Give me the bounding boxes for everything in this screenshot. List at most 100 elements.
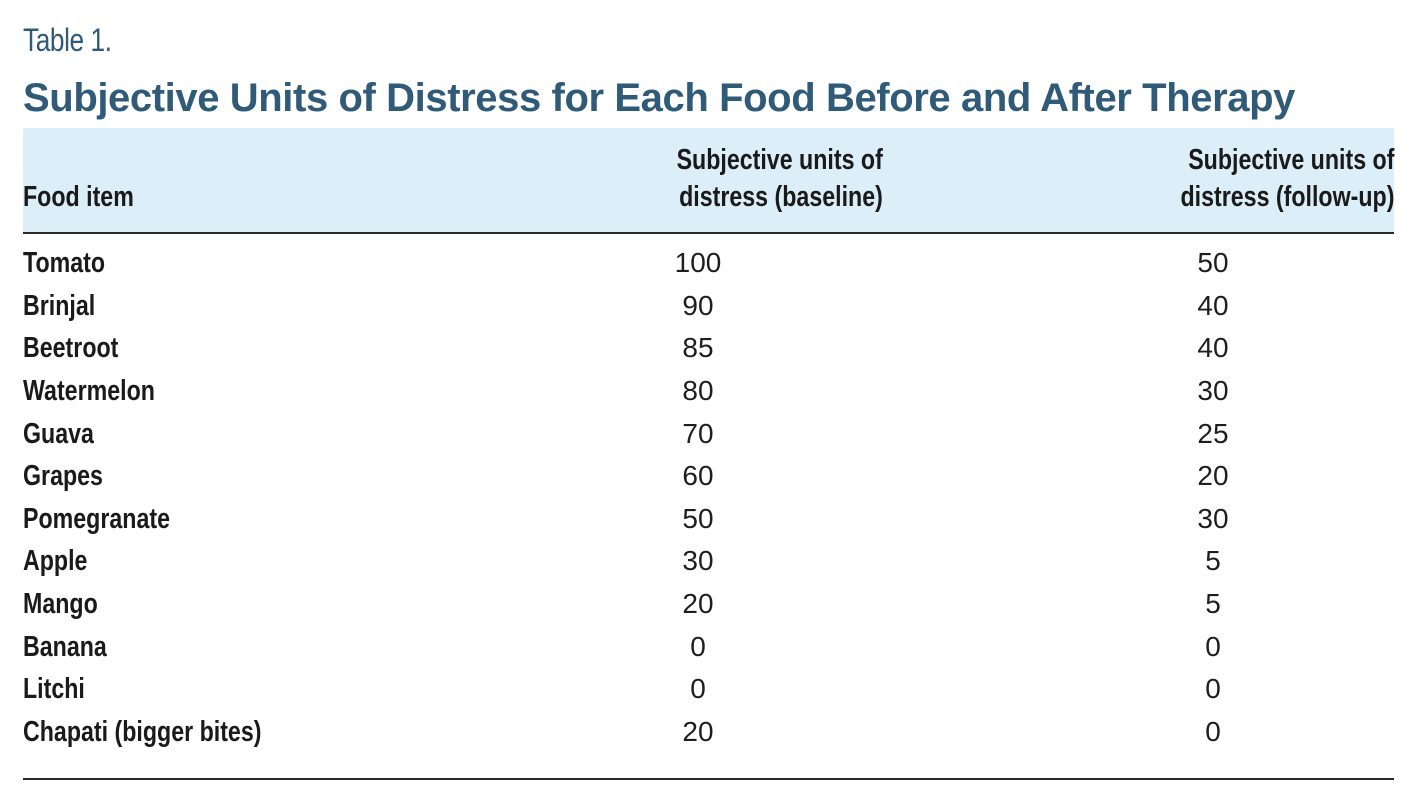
baseline-value: 20 (682, 588, 714, 620)
cell-followup: 30 (883, 498, 1394, 541)
cell-food-item: Guava (23, 412, 583, 455)
table-row: Banana 0 0 (23, 625, 1394, 668)
table-body: Tomato 100 50 Brinjal 90 40 Beetroot 85 40 Waterm… (23, 233, 1394, 753)
baseline-value: 60 (682, 460, 714, 492)
cell-followup: 5 (883, 583, 1394, 626)
cell-food-item: Apple (23, 540, 583, 583)
cell-food-item: Pomegranate (23, 498, 583, 541)
header-baseline: Subjective units of distress (baseline) (583, 128, 883, 234)
baseline-value: 30 (682, 545, 714, 577)
followup-value: 5 (1205, 545, 1221, 577)
cell-baseline: 0 (583, 668, 883, 711)
table-row: Grapes 60 20 (23, 455, 1394, 498)
followup-value: 50 (1197, 247, 1229, 279)
followup-value: 30 (1197, 502, 1229, 534)
distress-table: Food item Subjective units of distress (… (23, 128, 1394, 753)
baseline-value: 90 (682, 289, 714, 321)
followup-value: 40 (1197, 332, 1229, 364)
table-label: Table 1. (23, 22, 112, 58)
cell-food-item: Mango (23, 583, 583, 626)
header-baseline-line-1: Subjective units of (676, 144, 883, 176)
followup-value: 0 (1205, 715, 1221, 747)
table-row: Tomato 100 50 (23, 233, 1394, 285)
food-item-name: Brinjal (23, 289, 96, 322)
cell-baseline: 80 (583, 370, 883, 413)
baseline-value: 70 (682, 417, 714, 449)
cell-baseline: 100 (583, 233, 883, 285)
followup-value: 0 (1205, 673, 1221, 705)
cell-baseline: 0 (583, 625, 883, 668)
cell-followup: 0 (883, 625, 1394, 668)
cell-followup: 0 (883, 711, 1394, 754)
followup-value: 0 (1205, 630, 1221, 662)
header-food-label: Food item (23, 181, 134, 213)
header-followup: Subjective units of distress (follow-up) (883, 128, 1394, 234)
table-row: Pomegranate 50 30 (23, 498, 1394, 541)
baseline-value: 80 (682, 375, 714, 407)
followup-value: 30 (1197, 375, 1229, 407)
cell-followup: 40 (883, 327, 1394, 370)
header-baseline-label: Subjective units of distress (baseline) (677, 142, 883, 216)
cell-food-item: Watermelon (23, 370, 583, 413)
food-item-name: Guava (23, 417, 94, 450)
followup-value: 5 (1205, 588, 1221, 620)
cell-food-item: Tomato (23, 233, 583, 285)
food-item-name: Litchi (23, 673, 85, 706)
baseline-value: 20 (682, 715, 714, 747)
header-food-item: Food item (23, 128, 583, 234)
food-item-name: Chapati (bigger bites) (23, 715, 262, 748)
table-row: Chapati (bigger bites) 20 0 (23, 711, 1394, 754)
table-row: Mango 20 5 (23, 583, 1394, 626)
food-item-name: Watermelon (23, 375, 155, 408)
food-item-name: Grapes (23, 460, 103, 493)
table-document: Table 1. Subjective Units of Distress fo… (23, 16, 1394, 753)
cell-food-item: Grapes (23, 455, 583, 498)
cell-baseline: 60 (583, 455, 883, 498)
cell-baseline: 30 (583, 540, 883, 583)
cell-followup: 5 (883, 540, 1394, 583)
baseline-value: 50 (682, 502, 714, 534)
followup-value: 25 (1197, 417, 1229, 449)
baseline-value: 85 (682, 332, 714, 364)
baseline-value: 0 (690, 630, 706, 662)
followup-value: 40 (1197, 289, 1229, 321)
cell-food-item: Chapati (bigger bites) (23, 711, 583, 754)
cell-followup: 50 (883, 233, 1394, 285)
baseline-value: 100 (674, 247, 722, 279)
cell-baseline: 90 (583, 285, 883, 328)
cell-food-item: Litchi (23, 668, 583, 711)
cell-food-item: Beetroot (23, 327, 583, 370)
cell-baseline: 70 (583, 412, 883, 455)
header-followup-label: Subjective units of distress (follow-up) (1180, 142, 1394, 216)
cell-baseline: 20 (583, 711, 883, 754)
food-item-name: Banana (23, 630, 107, 663)
table-row: Beetroot 85 40 (23, 327, 1394, 370)
table-row: Litchi 0 0 (23, 668, 1394, 711)
food-item-name: Pomegranate (23, 502, 170, 535)
cell-followup: 30 (883, 370, 1394, 413)
table-title: Subjective Units of Distress for Each Fo… (23, 76, 1295, 120)
cell-baseline: 20 (583, 583, 883, 626)
food-item-name: Mango (23, 588, 98, 621)
cell-followup: 20 (883, 455, 1394, 498)
table-row: Apple 30 5 (23, 540, 1394, 583)
food-item-name: Beetroot (23, 332, 119, 365)
cell-baseline: 85 (583, 327, 883, 370)
followup-value: 20 (1197, 460, 1229, 492)
table-row: Guava 70 25 (23, 412, 1394, 455)
bottom-rule (23, 778, 1394, 780)
cell-followup: 25 (883, 412, 1394, 455)
cell-followup: 40 (883, 285, 1394, 328)
table-header: Food item Subjective units of distress (… (23, 128, 1394, 234)
food-item-name: Apple (23, 545, 88, 578)
cell-food-item: Brinjal (23, 285, 583, 328)
header-followup-line-1: Subjective units of (1187, 144, 1394, 176)
cell-followup: 0 (883, 668, 1394, 711)
header-row: Food item Subjective units of distress (… (23, 128, 1394, 234)
table-row: Watermelon 80 30 (23, 370, 1394, 413)
food-item-name: Tomato (23, 247, 106, 280)
header-followup-line-2: distress (follow-up) (1180, 181, 1394, 213)
table-row: Brinjal 90 40 (23, 285, 1394, 328)
cell-baseline: 50 (583, 498, 883, 541)
cell-food-item: Banana (23, 625, 583, 668)
